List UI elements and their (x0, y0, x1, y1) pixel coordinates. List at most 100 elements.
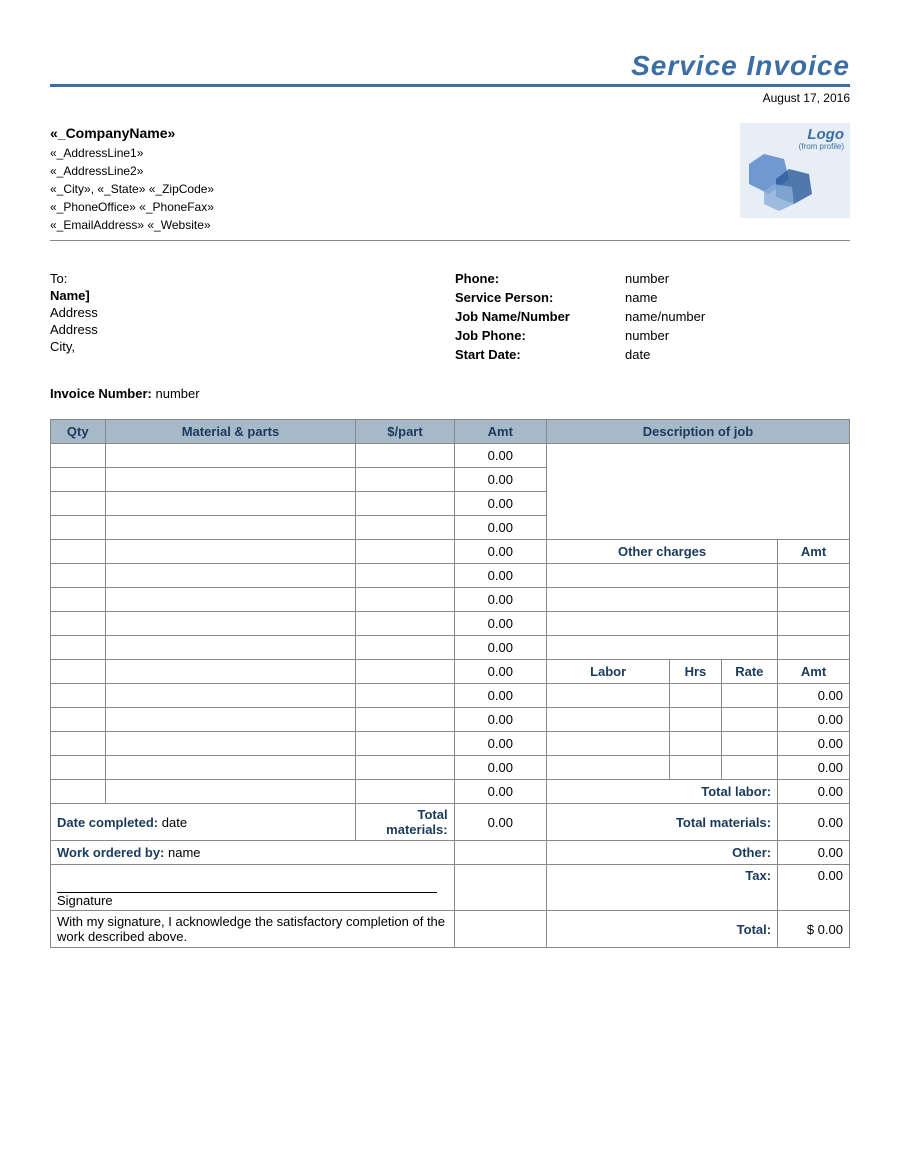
company-name: «_CompanyName» (50, 123, 214, 144)
th-qty: Qty (51, 420, 106, 444)
company-web: «_EmailAddress» «_Website» (50, 216, 214, 234)
company-block: «_CompanyName» «_AddressLine1» «_Address… (50, 123, 214, 234)
signature-line (57, 892, 437, 893)
th-hrs: Hrs (670, 660, 721, 684)
invoice-number-value: number (155, 386, 199, 401)
logo-shapes-icon (744, 149, 824, 214)
table-row: 0.00 Labor Hrs Rate Amt (51, 660, 850, 684)
work-ordered-label: Work ordered by: (57, 845, 164, 860)
document-date: August 17, 2016 (50, 91, 850, 105)
company-addr1: «_AddressLine1» (50, 144, 214, 162)
work-ordered-row: Work ordered by: name Other: 0.00 (51, 841, 850, 865)
date-completed-row: Date completed: date Total materials: 0.… (51, 804, 850, 841)
signature-row: Signature Tax: 0.00 (51, 865, 850, 911)
total-materials-right-value: 0.00 (778, 804, 850, 841)
th-labor-amt: Amt (778, 660, 850, 684)
invoice-number-line: Invoice Number: number (50, 386, 850, 401)
amt-cell: 0.00 (454, 444, 546, 468)
job-phone-value: number (625, 328, 669, 343)
to-name: Name] (50, 288, 445, 303)
table-row: 0.00 (51, 612, 850, 636)
signature-label: Signature (57, 893, 113, 908)
amt-cell: 0.00 (454, 564, 546, 588)
job-name-label: Job Name/Number (455, 309, 625, 324)
invoice-number-label: Invoice Number: (50, 386, 152, 401)
title-bar: Service Invoice (50, 50, 850, 87)
other-label: Other: (547, 841, 778, 865)
th-description: Description of job (547, 420, 850, 444)
date-completed-label: Date completed: (57, 815, 158, 830)
date-completed-value: date (162, 815, 187, 830)
th-per-part: $/part (356, 420, 454, 444)
header-block: «_CompanyName» «_AddressLine1» «_Address… (50, 123, 850, 241)
th-other-charges: Other charges (547, 540, 778, 564)
amt-cell: 0.00 (454, 492, 546, 516)
amt-cell: 0.00 (454, 516, 546, 540)
amt-cell: 0.00 (454, 756, 546, 780)
bill-to-block: To: Name] Address Address City, (50, 271, 445, 366)
phone-value: number (625, 271, 669, 286)
total-materials-left-label: Total materials: (356, 804, 454, 841)
amt-cell: 0.00 (454, 780, 546, 804)
labor-amt-cell: 0.00 (778, 708, 850, 732)
amt-cell: 0.00 (454, 588, 546, 612)
work-ordered-value: name (168, 845, 201, 860)
acknowledgement-text: With my signature, I acknowledge the sat… (51, 911, 455, 948)
table-row: 0.00 0.00 (51, 684, 850, 708)
amt-cell: 0.00 (454, 732, 546, 756)
th-material: Material & parts (105, 420, 356, 444)
company-addr2: «_AddressLine2» (50, 162, 214, 180)
labor-amt-cell: 0.00 (778, 684, 850, 708)
tax-label: Tax: (547, 865, 778, 911)
table-row: 0.00 (51, 636, 850, 660)
th-other-amt: Amt (778, 540, 850, 564)
table-row: 0.00 0.00 (51, 732, 850, 756)
service-person-label: Service Person: (455, 290, 625, 305)
to-city: City, (50, 339, 445, 354)
info-grid: To: Name] Address Address City, Phone:nu… (50, 271, 850, 366)
company-csz: «_City», «_State» «_ZipCode» (50, 180, 214, 198)
amt-cell: 0.00 (454, 612, 546, 636)
labor-amt-cell: 0.00 (778, 756, 850, 780)
table-row: 0.00 (51, 588, 850, 612)
labor-amt-cell: 0.00 (778, 732, 850, 756)
total-labor-label: Total labor: (547, 780, 778, 804)
amt-cell: 0.00 (454, 708, 546, 732)
to-addr1: Address (50, 305, 445, 320)
th-amt: Amt (454, 420, 546, 444)
other-value: 0.00 (778, 841, 850, 865)
th-labor: Labor (547, 660, 670, 684)
document-title: Service Invoice (50, 50, 850, 82)
th-rate: Rate (721, 660, 777, 684)
amt-cell: 0.00 (454, 540, 546, 564)
total-materials-right-label: Total materials: (547, 804, 778, 841)
table-row: 0.00 (51, 444, 850, 468)
to-addr2: Address (50, 322, 445, 337)
table-row: 0.00 0.00 (51, 756, 850, 780)
start-date-label: Start Date: (455, 347, 625, 362)
amt-cell: 0.00 (454, 684, 546, 708)
to-label: To: (50, 271, 445, 286)
amt-cell: 0.00 (454, 468, 546, 492)
tax-value: 0.00 (778, 865, 850, 911)
logo-placeholder: Logo (from profile) (740, 123, 850, 218)
table-row: 0.00 Other charges Amt (51, 540, 850, 564)
start-date-value: date (625, 347, 650, 362)
amt-cell: 0.00 (454, 636, 546, 660)
service-person-value: name (625, 290, 658, 305)
logo-text: Logo (807, 126, 844, 143)
total-label: Total: (547, 911, 778, 948)
table-row: 0.00 Total labor: 0.00 (51, 780, 850, 804)
job-name-value: name/number (625, 309, 705, 324)
ack-row: With my signature, I acknowledge the sat… (51, 911, 850, 948)
amt-cell: 0.00 (454, 660, 546, 684)
phone-label: Phone: (455, 271, 625, 286)
job-phone-label: Job Phone: (455, 328, 625, 343)
table-row: 0.00 0.00 (51, 708, 850, 732)
total-labor-value: 0.00 (778, 780, 850, 804)
invoice-table: Qty Material & parts $/part Amt Descript… (50, 419, 850, 948)
table-row: 0.00 (51, 564, 850, 588)
company-phones: «_PhoneOffice» «_PhoneFax» (50, 198, 214, 216)
total-materials-left-value: 0.00 (454, 804, 546, 841)
job-info-block: Phone:number Service Person:name Job Nam… (455, 271, 850, 366)
